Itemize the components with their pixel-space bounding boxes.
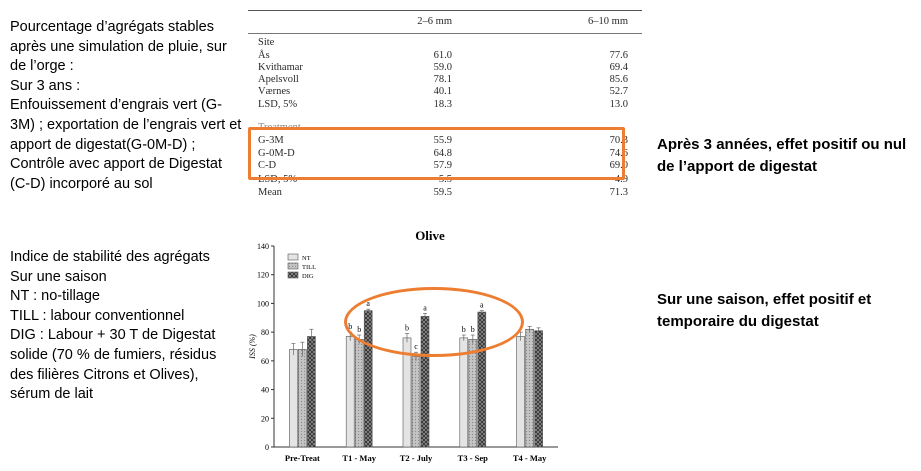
table-row-label: Ås: [258, 50, 270, 61]
bar-dig: [307, 336, 316, 448]
table-cell: 69.4: [609, 62, 628, 73]
table-row-label: Værnes: [258, 86, 291, 97]
table-row-label: Site: [258, 37, 275, 48]
table-cell: 69.0: [609, 160, 628, 171]
y-tick-label: 20: [261, 414, 269, 423]
table-cell: 59.5: [433, 187, 452, 198]
bar-till: [298, 349, 307, 448]
table-cell: 64.8: [433, 148, 452, 159]
table-cell: 55.9: [433, 135, 452, 146]
y-tick-label: 120: [257, 271, 269, 280]
legend-swatch-dig: [287, 271, 299, 279]
table-row-label: Kvithamar: [258, 62, 303, 73]
left-top-text: Pourcentage d’agrégats stables après une…: [10, 19, 242, 192]
table-cell: 40.1: [433, 86, 452, 97]
bar-nt: [516, 336, 525, 448]
table-cell: 71.3: [609, 187, 628, 198]
legend-label: DIG: [302, 273, 314, 280]
x-tick-label: T1 - May: [342, 453, 376, 463]
table-row-label: LSD, 5%: [258, 99, 298, 110]
chart-highlight-ellipse: [344, 287, 524, 357]
y-tick-label: 100: [257, 299, 269, 308]
table-cell: 13.0: [609, 99, 628, 110]
table-cell: 57.9: [433, 160, 452, 171]
left-bottom-text: Indice de stabilité des agrégats Sur une…: [10, 249, 217, 403]
x-tick-label: Pre-Treat: [285, 453, 320, 463]
table-cell: 70.3: [609, 135, 628, 146]
table-cell: 59.0: [433, 62, 452, 73]
y-tick-label: 60: [261, 357, 269, 366]
legend-swatch-nt: [287, 253, 299, 261]
x-tick-label: T4 - May: [513, 453, 547, 463]
table-cell: 61.0: [433, 50, 452, 61]
table-cell: 77.6: [609, 50, 628, 61]
y-tick-label: 80: [261, 328, 269, 337]
table-cell: 85.6: [609, 74, 628, 85]
chart-title: Olive: [415, 228, 445, 243]
bar-till: [525, 328, 534, 448]
table-header-6-10mm: 6–10 mm: [588, 16, 628, 27]
table-row-label: Apelsvoll: [258, 74, 299, 85]
y-tick-label: 140: [257, 242, 269, 251]
table-top-rule: [248, 10, 642, 11]
bar-nt: [289, 349, 298, 448]
table-row-label: G-3M: [258, 135, 284, 146]
legend-swatch-till: [287, 262, 299, 270]
right-top-conclusion: Après 3 années, effet positif ou nul de …: [657, 136, 907, 175]
table-cell: 78.1: [433, 74, 452, 85]
y-tick-label: 40: [261, 386, 269, 395]
table-row-label: Mean: [258, 187, 282, 198]
legend-label: TILL: [302, 264, 316, 271]
x-tick-label: T2 - July: [400, 453, 433, 463]
x-tick-label: T3 - Sep: [458, 453, 489, 463]
table-header-2-6mm: 2–6 mm: [417, 16, 452, 27]
table-header-rule: [248, 33, 642, 34]
legend-label: NT: [302, 255, 311, 262]
table-cell: 52.7: [609, 86, 628, 97]
bar-till: [468, 339, 478, 448]
bar-dig: [534, 330, 543, 448]
y-tick-label: 0: [265, 443, 269, 452]
bar-nt: [345, 336, 355, 448]
treatment-highlight-box: [248, 127, 625, 180]
table-cell: 18.3: [433, 99, 452, 110]
right-bottom-conclusion: Sur une saison, effet positif et tempora…: [657, 291, 872, 330]
table-row-label: G-0M-D: [258, 148, 295, 159]
y-axis-label: ISS (%): [248, 334, 257, 360]
table-row-label: C-D: [258, 160, 277, 171]
bar-till: [411, 356, 421, 448]
table-cell: 74.6: [609, 148, 628, 159]
bar-till: [354, 339, 364, 448]
